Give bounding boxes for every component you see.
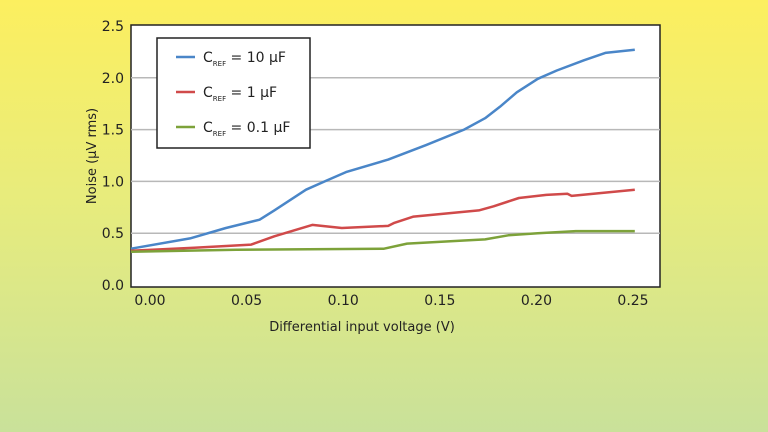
legend: CREF = 10 µF CREF = 1 µF CREF = 0.1 µF: [156, 37, 311, 149]
x-tick-label: 0.15: [424, 293, 455, 309]
legend-label-2: CREF = 0.1 µF: [203, 120, 290, 138]
y-tick-label: 0.5: [102, 226, 124, 242]
series-line-0: [130, 48, 635, 250]
y-tick-label: 2.5: [102, 19, 124, 35]
x-tick-label: 0.00: [134, 293, 165, 309]
y-tick-label: 1.0: [102, 174, 124, 190]
x-tick-label: 0.20: [521, 293, 552, 309]
x-tick-label: 0.25: [617, 293, 648, 309]
y-tick-label: 1.5: [102, 123, 124, 139]
x-tick-label: 0.05: [231, 293, 262, 309]
series-line-2: [130, 229, 635, 254]
x-tick-label: 0.10: [328, 293, 359, 309]
legend-label-0: CREF = 10 µF: [203, 50, 286, 68]
y-tick-label: 0.0: [102, 278, 124, 294]
x-axis-label: Differential input voltage (V): [269, 320, 455, 335]
series-line-1: [130, 188, 635, 253]
y-tick-label: 2.0: [102, 71, 124, 87]
legend-label-1: CREF = 1 µF: [203, 85, 277, 103]
y-axis-label: Noise (µV rms): [85, 108, 100, 204]
